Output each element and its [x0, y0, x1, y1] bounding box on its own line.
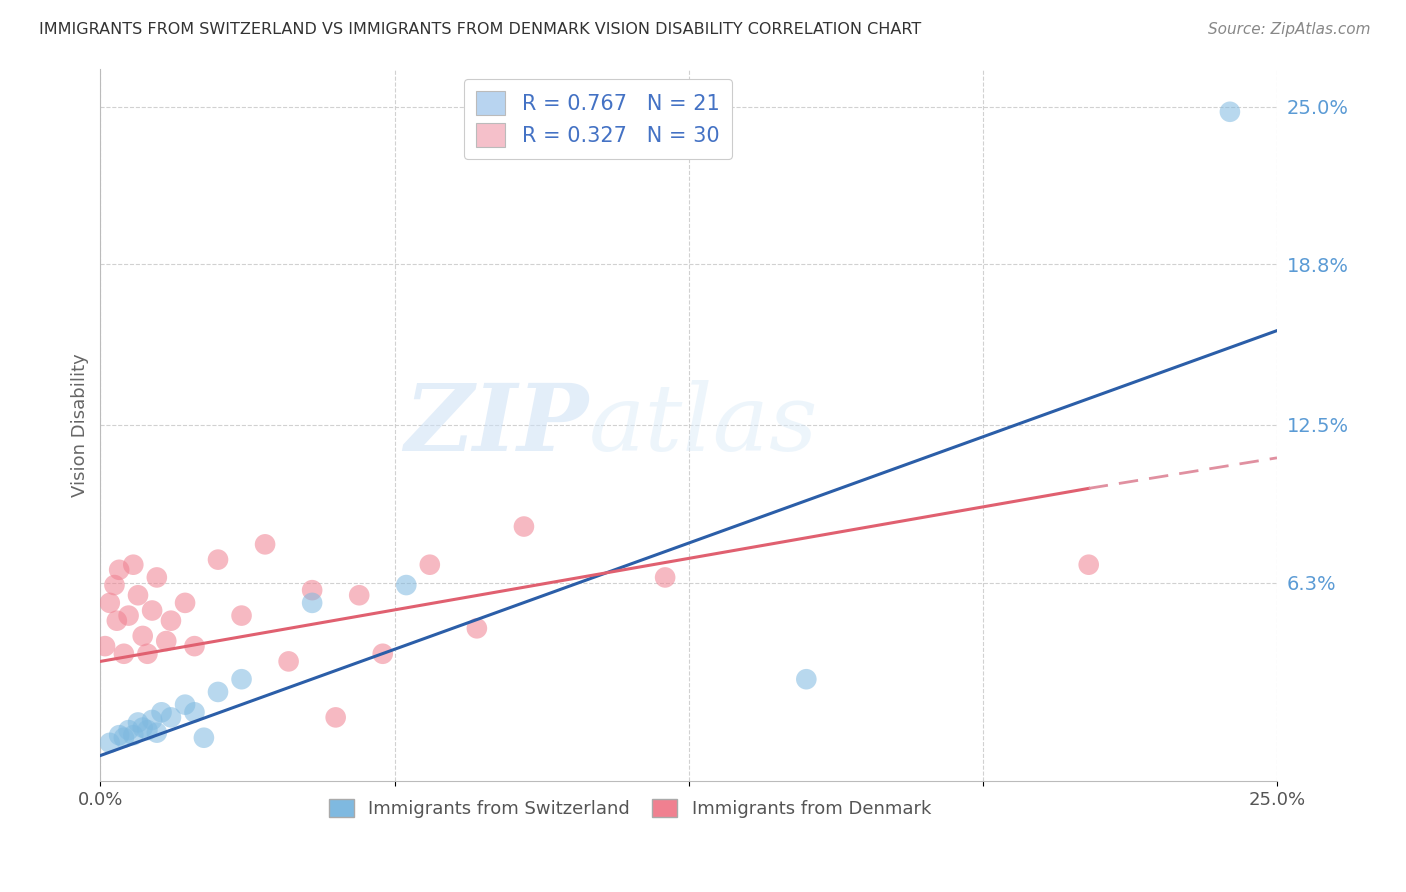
- Point: [108, 563, 131, 577]
- Point: [654, 570, 676, 584]
- Point: [301, 596, 323, 610]
- Point: [132, 629, 155, 643]
- Point: [105, 614, 128, 628]
- Point: [395, 578, 418, 592]
- Point: [136, 647, 159, 661]
- Point: [141, 713, 163, 727]
- Point: [794, 672, 817, 686]
- Point: [231, 672, 253, 686]
- Point: [146, 725, 169, 739]
- Point: [193, 731, 215, 745]
- Point: [347, 588, 370, 602]
- Point: [183, 639, 205, 653]
- Point: [98, 596, 121, 610]
- Point: [231, 608, 253, 623]
- Point: [155, 634, 177, 648]
- Point: [277, 654, 299, 668]
- Text: ZIP: ZIP: [405, 380, 589, 470]
- Point: [127, 715, 149, 730]
- Point: [122, 728, 145, 742]
- Point: [117, 723, 139, 738]
- Point: [183, 706, 205, 720]
- Point: [122, 558, 145, 572]
- Point: [117, 608, 139, 623]
- Point: [465, 621, 488, 635]
- Text: atlas: atlas: [589, 380, 818, 470]
- Point: [371, 647, 394, 661]
- Point: [127, 588, 149, 602]
- Point: [1219, 104, 1241, 119]
- Point: [301, 583, 323, 598]
- Legend: Immigrants from Switzerland, Immigrants from Denmark: Immigrants from Switzerland, Immigrants …: [322, 791, 938, 825]
- Point: [150, 706, 173, 720]
- Point: [103, 578, 125, 592]
- Point: [112, 731, 135, 745]
- Y-axis label: Vision Disability: Vision Disability: [72, 353, 89, 497]
- Point: [207, 685, 229, 699]
- Point: [146, 570, 169, 584]
- Point: [1077, 558, 1099, 572]
- Text: Source: ZipAtlas.com: Source: ZipAtlas.com: [1208, 22, 1371, 37]
- Point: [513, 519, 536, 533]
- Point: [98, 736, 121, 750]
- Point: [94, 639, 117, 653]
- Point: [112, 647, 135, 661]
- Point: [132, 721, 155, 735]
- Point: [141, 603, 163, 617]
- Point: [160, 710, 183, 724]
- Point: [207, 552, 229, 566]
- Point: [254, 537, 277, 551]
- Point: [160, 614, 183, 628]
- Point: [136, 723, 159, 738]
- Point: [325, 710, 347, 724]
- Text: IMMIGRANTS FROM SWITZERLAND VS IMMIGRANTS FROM DENMARK VISION DISABILITY CORRELA: IMMIGRANTS FROM SWITZERLAND VS IMMIGRANT…: [39, 22, 921, 37]
- Point: [419, 558, 441, 572]
- Point: [174, 698, 197, 712]
- Point: [108, 728, 131, 742]
- Point: [174, 596, 197, 610]
